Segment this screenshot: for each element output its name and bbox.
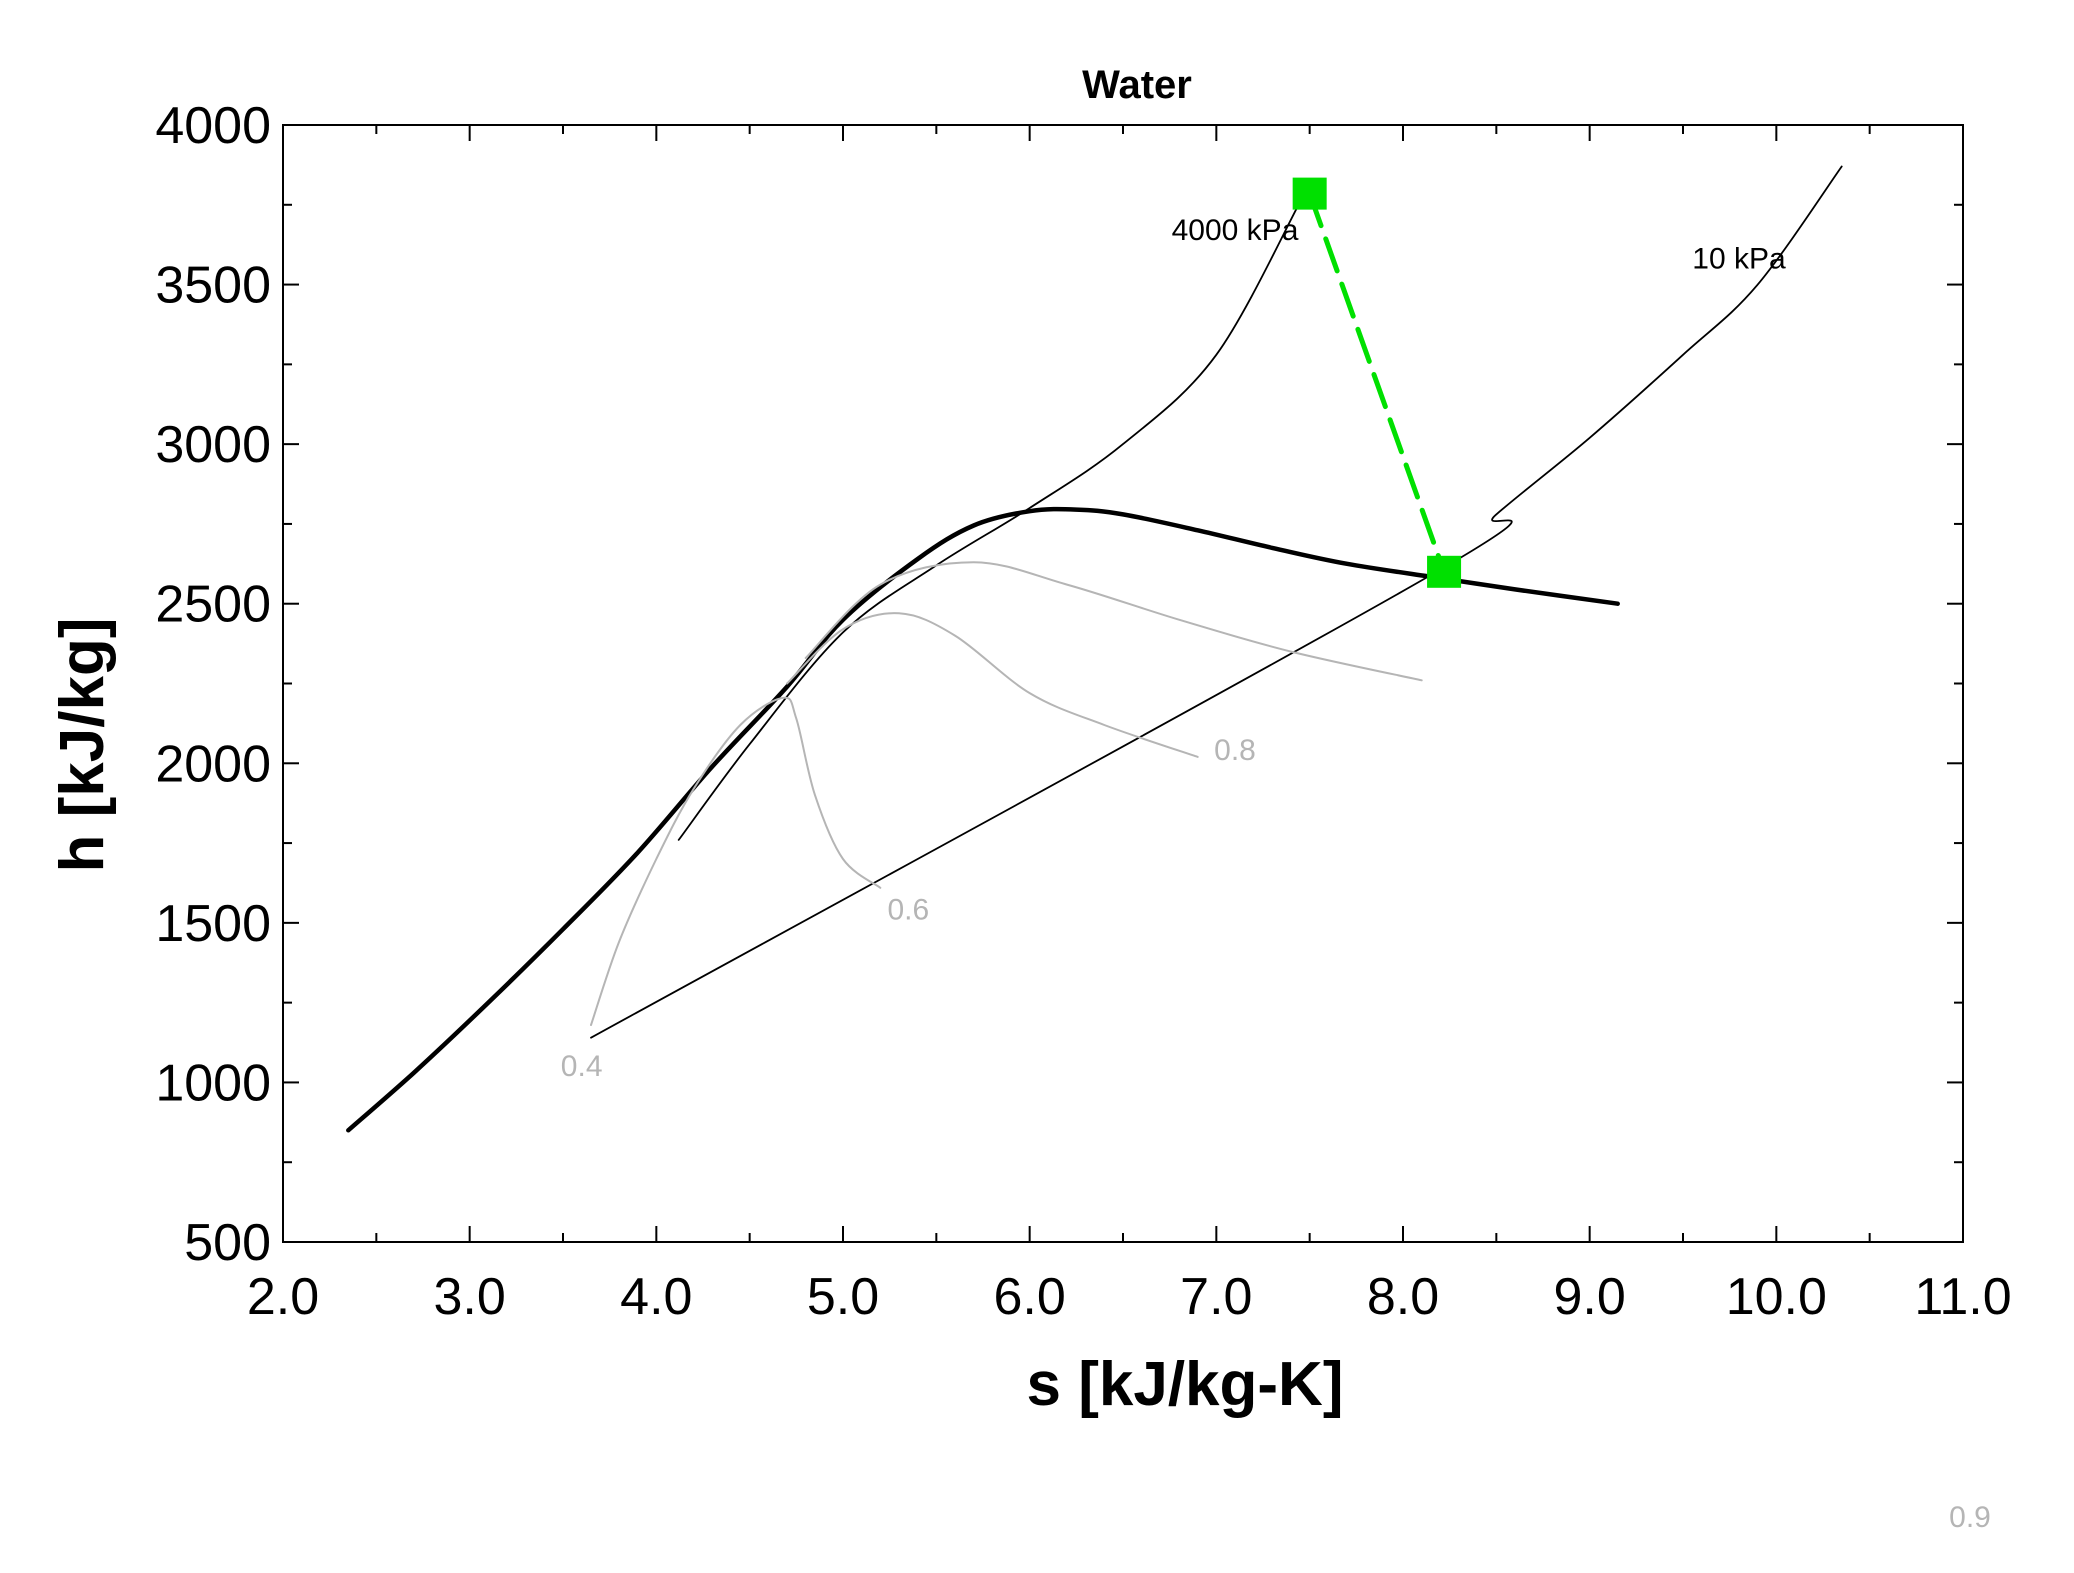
state-point-marker bbox=[1292, 177, 1327, 210]
y-tick-label: 3000 bbox=[155, 416, 271, 474]
process-line bbox=[1307, 191, 1447, 575]
y-axis-label: h [kJ/kg] bbox=[48, 618, 117, 873]
x-tick-label: 8.0 bbox=[1367, 1268, 1439, 1326]
y-tick-label: 500 bbox=[184, 1214, 271, 1272]
plot-area: 4000 kPa 10 kPa 0.4 0.6 0.8 bbox=[282, 124, 1964, 1243]
isobar-line bbox=[677, 200, 1302, 841]
x-tick-label: 11.0 bbox=[1914, 1268, 2011, 1326]
footer-number: 0.9 bbox=[1949, 1501, 1991, 1534]
x-tick-label: 2.0 bbox=[247, 1268, 319, 1326]
y-tick-label: 2000 bbox=[155, 735, 271, 793]
x-tick-label: 9.0 bbox=[1554, 1268, 1626, 1326]
x-axis-label: s [kJ/kg-K] bbox=[1027, 1350, 1344, 1419]
curve-label: 0.6 bbox=[887, 894, 929, 927]
curve-label: 4000 kPa bbox=[1172, 214, 1299, 247]
plot-frame bbox=[282, 124, 1964, 1243]
x-tick-label: 4.0 bbox=[620, 1268, 692, 1326]
y-tick-label: 1500 bbox=[155, 895, 271, 953]
isobar-line bbox=[590, 165, 1843, 1039]
chart-title: Water bbox=[1082, 63, 1192, 107]
x-tick-label: 3.0 bbox=[434, 1268, 506, 1326]
saturation-dome-line bbox=[346, 506, 1620, 1133]
axis-ticks: 2.0 3.0 4.0 5.0 6.0 7.0 8.0 9.0 10.0 11.0 500 1000 1… bbox=[155, 97, 2011, 1326]
quality-line bbox=[786, 612, 1199, 758]
curve-label: 10 kPa bbox=[1692, 243, 1786, 276]
x-tick-label: 5.0 bbox=[807, 1268, 879, 1326]
state-point-marker bbox=[1427, 555, 1462, 588]
y-tick-label: 1000 bbox=[155, 1054, 271, 1112]
quality-line bbox=[590, 696, 882, 1026]
x-tick-label: 6.0 bbox=[994, 1268, 1066, 1326]
y-tick-label: 2500 bbox=[155, 576, 271, 634]
curve-label: 0.4 bbox=[561, 1050, 603, 1083]
x-tick-label: 7.0 bbox=[1180, 1268, 1252, 1326]
y-tick-label: 3500 bbox=[155, 257, 271, 315]
quality-line bbox=[804, 561, 1423, 682]
y-tick-label: 4000 bbox=[155, 97, 271, 155]
x-tick-label: 10.0 bbox=[1726, 1268, 1827, 1326]
curve-label: 0.8 bbox=[1214, 734, 1256, 767]
